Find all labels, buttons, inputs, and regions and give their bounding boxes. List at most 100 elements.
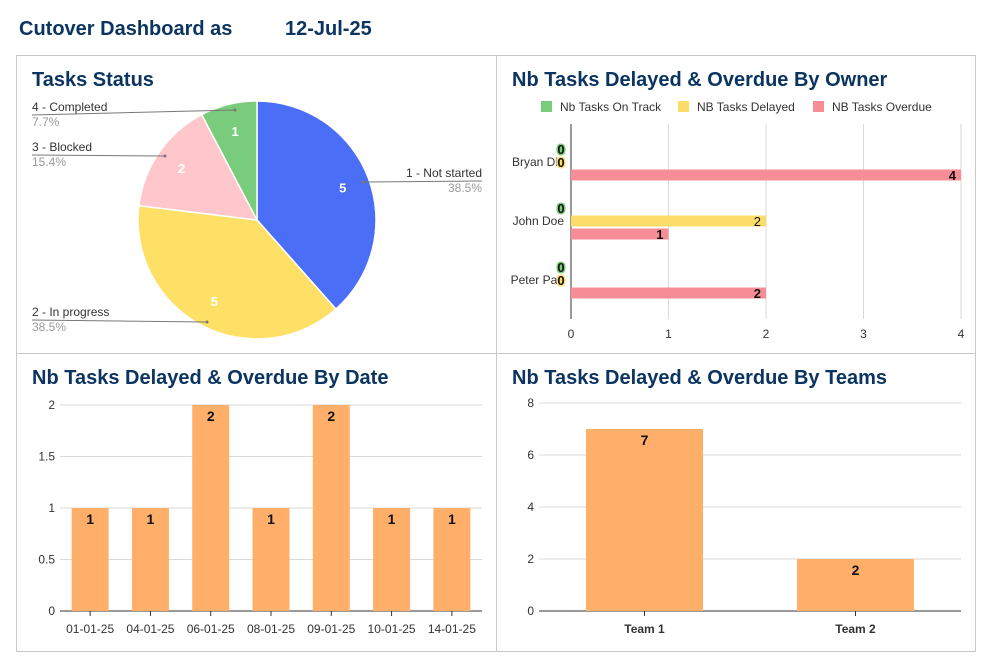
bar-value-label: 2 — [852, 562, 860, 578]
x-tick-label: 09-01-25 — [307, 622, 355, 636]
x-tick-label: 2 — [763, 327, 770, 341]
category-label: Peter Pan — [511, 273, 564, 287]
owner-bar-value: 0 — [557, 155, 564, 170]
legend-swatch — [813, 101, 824, 112]
legend-swatch — [541, 101, 552, 112]
pie-value-label: 1 — [231, 124, 238, 139]
pie-leader-line — [362, 180, 483, 183]
legend-label: Nb Tasks On Track — [560, 100, 662, 114]
bar — [797, 559, 914, 611]
x-tick-label: 04-01-25 — [126, 622, 174, 636]
by-owner-bar-chart: Nb Tasks On Track NB Tasks Delayed NB Task… — [511, 100, 965, 341]
y-tick-label: 0.5 — [38, 553, 55, 567]
bar — [71, 508, 109, 611]
bar-value-label: 1 — [388, 511, 396, 527]
pie-legend-percent: 15.4% — [32, 155, 66, 169]
pie-legend-label: 2 - In progress — [32, 305, 109, 319]
y-tick-label: 2 — [527, 552, 534, 566]
x-tick-label: 1 — [665, 327, 672, 341]
category-label: Bryan Dic — [512, 155, 564, 169]
x-tick-label: 01-01-25 — [66, 622, 114, 636]
pie-legend-label: 1 - Not started — [406, 166, 482, 180]
category-label: John Doe — [513, 214, 565, 228]
y-tick-label: 1.5 — [38, 450, 55, 464]
bar-value-label: 1 — [86, 511, 94, 527]
by-owner-title: Nb Tasks Delayed & Overdue By Owner — [512, 69, 888, 91]
bar-value-label: 2 — [327, 408, 335, 424]
bar — [433, 508, 471, 611]
legend-swatch — [678, 101, 689, 112]
by-date-bar-chart: 0 0.5 1 1.5 2 1 01-01-25 1 04-01-25 2 06-01-25 1 08-… — [38, 398, 482, 636]
by-owner-panel: Nb Tasks Delayed & Overdue By Owner Nb T… — [496, 55, 976, 354]
legend-label: NB Tasks Overdue — [832, 100, 932, 114]
pie-leader-line — [31, 319, 208, 323]
y-tick-label: 0 — [48, 604, 55, 618]
bar — [373, 508, 411, 611]
pie-legend-percent: 38.5% — [32, 320, 66, 334]
x-tick-label: 14-01-25 — [428, 622, 476, 636]
pie-value-label: 5 — [211, 294, 218, 309]
y-tick-label: 2 — [48, 398, 55, 412]
pie-leader-dot — [233, 108, 237, 112]
dashboard-title: Cutover Dashboard as — [19, 18, 233, 40]
by-teams-panel: Nb Tasks Delayed & Overdue By Teams 0 2 4 6… — [496, 353, 976, 652]
bar — [586, 429, 703, 611]
by-teams-title: Nb Tasks Delayed & Overdue By Teams — [512, 367, 887, 389]
dashboard-date: 12-Jul-25 — [285, 18, 372, 40]
pie-legend-percent: 7.7% — [32, 115, 60, 129]
owner-bar — [571, 169, 961, 181]
x-tick-label: 3 — [860, 327, 867, 341]
bar-value-label: 1 — [267, 511, 275, 527]
owner-bar-value: 2 — [754, 286, 761, 301]
by-date-panel: Nb Tasks Delayed & Overdue By Date 0 0.5 1… — [16, 353, 497, 652]
bar-value-label: 1 — [448, 511, 456, 527]
pie-leader-line — [31, 154, 166, 157]
pie-slice-4-completed — [200, 100, 258, 221]
pie-leader-line — [31, 109, 236, 116]
pie-slice-3-blocked — [138, 113, 259, 221]
pie-leader-dot — [205, 320, 209, 324]
bar — [252, 508, 290, 611]
owner-bar-value: 1 — [656, 227, 663, 242]
x-tick-label: Team 1 — [624, 622, 665, 636]
y-tick-label: 0 — [527, 604, 534, 618]
pie-legend-percent: 38.5% — [448, 181, 482, 195]
owner-bar-value: 0 — [557, 142, 564, 157]
x-tick-label: 4 — [958, 327, 965, 341]
y-tick-label: 1 — [48, 501, 55, 515]
y-tick-label: 8 — [527, 396, 534, 410]
owner-bar-value: 0 — [557, 273, 564, 288]
bar-value-label: 2 — [207, 408, 215, 424]
owner-bar — [571, 215, 766, 227]
pie-leader-dot — [163, 154, 167, 158]
legend-label: NB Tasks Delayed — [697, 100, 795, 114]
pie-value-label: 2 — [178, 161, 185, 176]
by-teams-bar-chart: 0 2 4 6 8 7 Team 1 2 Team 2 — [527, 396, 961, 636]
x-tick-label: 10-01-25 — [368, 622, 416, 636]
y-tick-label: 6 — [527, 448, 534, 462]
owner-bar-value: 2 — [754, 214, 761, 229]
owner-bar-value: 0 — [557, 201, 564, 216]
pie-value-label: 5 — [339, 181, 346, 196]
x-tick-label: 06-01-25 — [187, 622, 235, 636]
bar — [192, 405, 230, 611]
by-date-title: Nb Tasks Delayed & Overdue By Date — [32, 367, 389, 389]
pie-legend-label: 4 - Completed — [32, 100, 107, 114]
owner-bar-value: 0 — [557, 260, 564, 275]
pie-slice-2-in-progress — [137, 204, 337, 340]
bar — [312, 405, 350, 611]
pie-slice-1-not-started — [256, 100, 377, 311]
owner-bar-value: 4 — [949, 168, 957, 183]
owner-bar — [571, 287, 766, 299]
x-tick-label: 0 — [568, 327, 575, 341]
bar-value-label: 7 — [641, 432, 649, 448]
pie-legend-label: 3 - Blocked — [32, 140, 92, 154]
tasks-status-title: Tasks Status — [32, 69, 154, 91]
x-tick-label: 08-01-25 — [247, 622, 295, 636]
y-tick-label: 4 — [527, 500, 534, 514]
bar-value-label: 1 — [147, 511, 155, 527]
owner-bar — [571, 228, 669, 240]
bar — [131, 508, 169, 611]
